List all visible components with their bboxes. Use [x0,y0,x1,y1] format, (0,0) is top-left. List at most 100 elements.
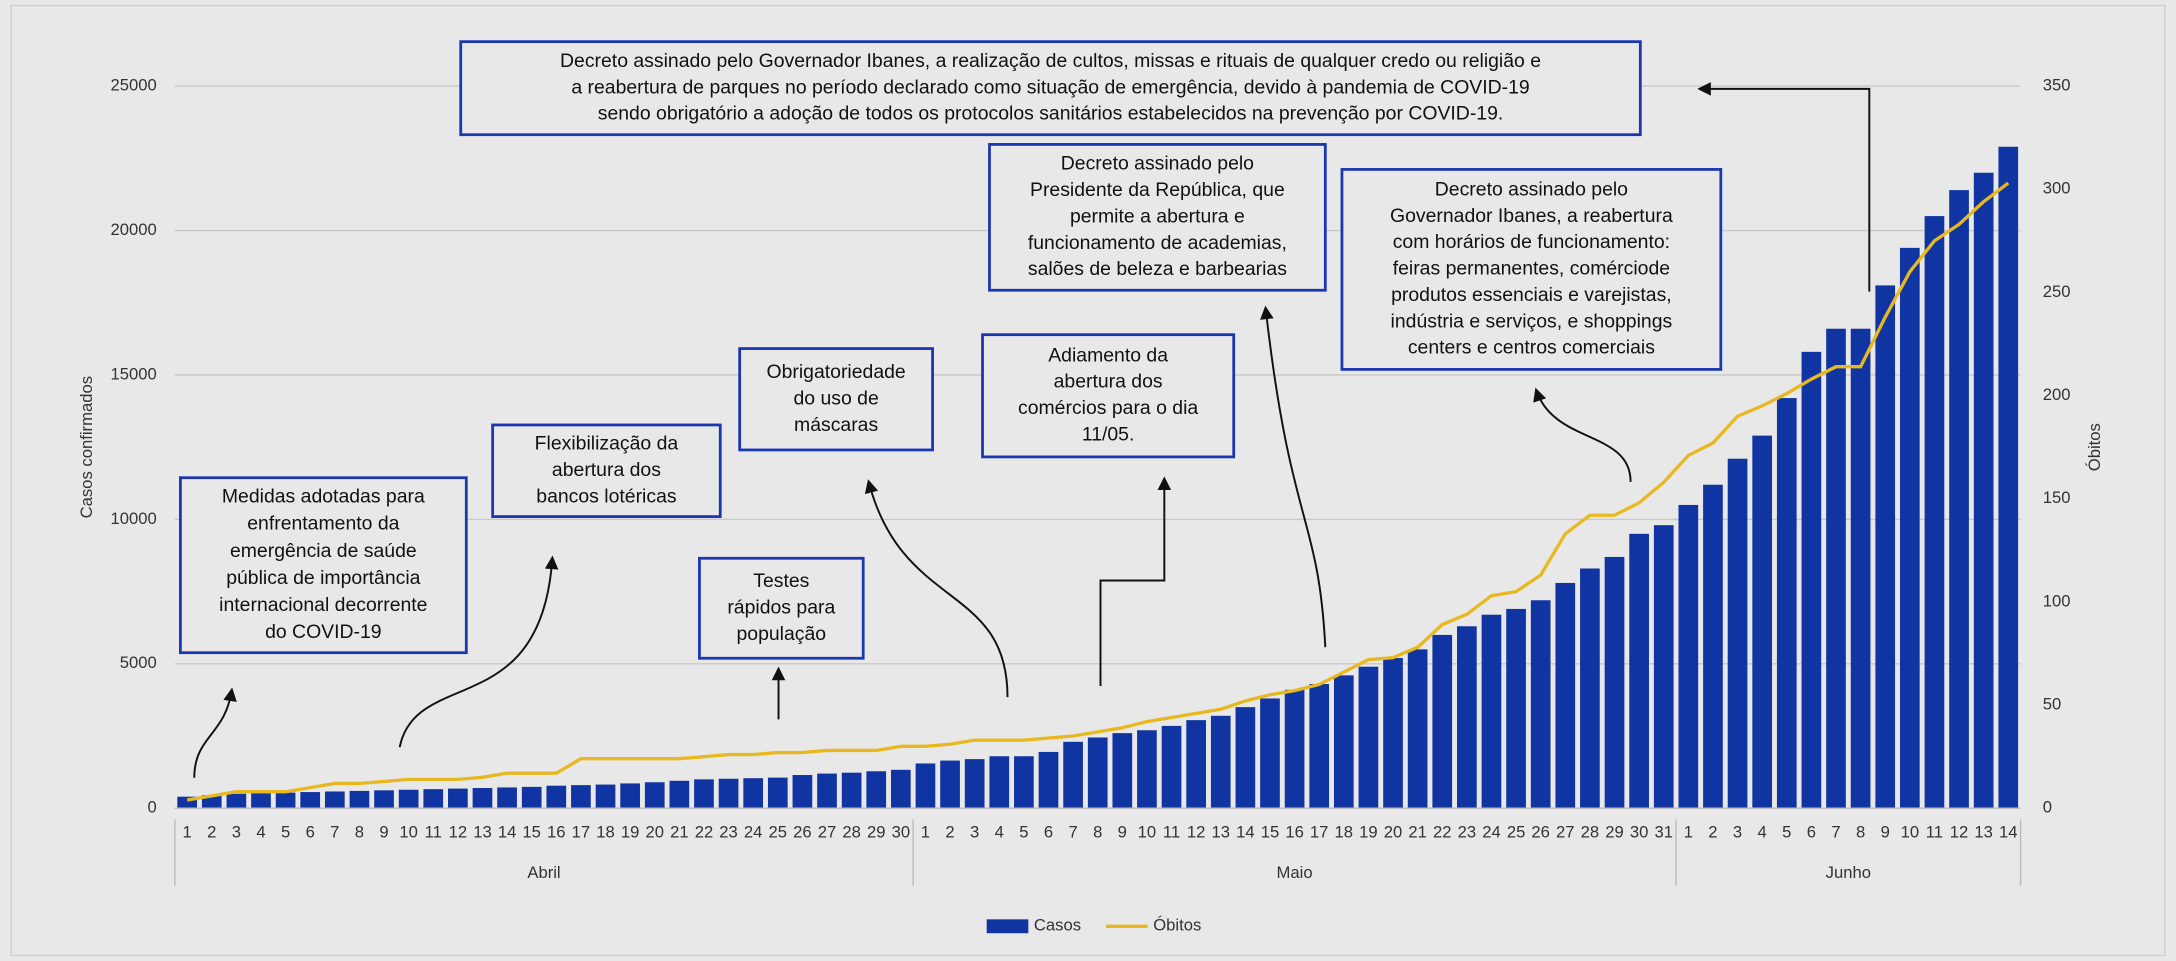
x-tick-label: 13 [1974,823,1993,842]
x-tick-label: 10 [399,823,418,842]
annotation-text: pública de importância [226,567,420,589]
x-tick-label: 29 [1605,823,1624,842]
arrow [1099,476,1172,687]
x-tick-label: 25 [1507,823,1526,842]
bar [1457,626,1477,809]
x-tick-label: 19 [1359,823,1378,842]
annotation-text: Obrigatoriedade [766,361,905,383]
bar [743,778,764,809]
line [186,181,2010,802]
bar [398,789,419,809]
x-tick-label: 24 [1482,823,1501,842]
annotation-text: funcionamento de academias, [1028,232,1287,254]
x-tick-label: 16 [547,823,566,842]
annotation-text: centers e centros comerciais [1408,337,1655,359]
x-tick-label: 7 [330,823,339,842]
y2-tick-label: 350 [2043,75,2071,94]
x-tick-label: 28 [842,823,861,842]
annotation-box [179,476,468,655]
annotation-text: Decreto assinado pelo [1435,178,1628,200]
y-tick-label: 10000 [111,509,157,528]
x-tick-label: 22 [695,823,714,842]
annotation-text: Decreto assinado pelo [1061,153,1254,175]
annotation-box [491,423,722,518]
arrow [1260,305,1327,648]
bar [1555,582,1576,809]
bar [349,790,370,809]
x-tick-label: 26 [793,823,812,842]
x-tick-label: 11 [1926,823,1943,842]
bar [1875,285,1896,809]
x-tick-label: 2 [1708,823,1717,842]
y-axis-title: Casos confirmados [77,376,96,518]
y2-tick-label: 200 [2043,385,2071,404]
bar [792,775,813,809]
annotation-text: a reabertura de parques no período decla… [571,76,1529,98]
bar [300,792,321,809]
x-tick-label: 2 [945,823,954,842]
x-tick-label: 5 [1019,823,1028,842]
x-tick-label: 5 [281,823,290,842]
bar [1703,484,1723,809]
x-tick-label: 10 [1138,823,1157,842]
x-tick-label: 6 [1807,823,1816,842]
x-tick-label: 31 [1654,823,1673,842]
arrow [193,687,237,778]
bar [201,795,222,809]
y2-tick-label: 0 [2043,798,2052,817]
x-tick-label: 1 [183,823,192,842]
x-tick-label: 10 [1901,823,1920,842]
annotation-text: sendo obrigatório a adoção de todos os p… [598,103,1504,125]
y2-tick-label: 300 [2043,179,2071,198]
x-tick-label: 25 [769,823,788,842]
x-tick-label: 1 [1684,823,1693,842]
y-tick-label: 15000 [111,364,157,383]
x-tick-label: 27 [1556,823,1575,842]
bar [1407,649,1428,809]
bar [841,772,862,809]
annotation-text: Decreto assinado pelo Governador Ibanes,… [560,50,1541,72]
bar [275,792,296,809]
bar [1678,504,1699,809]
x-tick-label: 14 [1236,823,1255,842]
x-tick-label: 12 [1187,823,1206,842]
x-tick-label: 20 [645,823,664,842]
x-tick-label: 6 [1044,823,1053,842]
bar [866,771,887,809]
bar [472,788,493,809]
bar [669,780,690,809]
bar [718,778,739,809]
y2-tick-label: 50 [2043,694,2062,713]
bar [1087,737,1108,809]
x-tick-label: 4 [1758,823,1767,842]
x-tick-label: 28 [1581,823,1600,842]
x-group-label: Maio [1277,863,1313,882]
annotation-text: Governador Ibanes, a reabertura [1390,205,1673,227]
bar [1850,328,1871,809]
bar [1137,730,1157,809]
marks [177,146,2019,809]
x-tick-label: 8 [355,823,364,842]
x-tick-label: 30 [1630,823,1649,842]
arrow [398,555,559,748]
x-tick-label: 17 [572,823,591,842]
y2-tick-label: 150 [2043,488,2071,507]
annotation-text: 11/05. [1082,423,1135,445]
annotation-box [698,556,865,660]
bar [1063,741,1083,809]
bar [1383,658,1403,809]
x-group-label: Junho [1826,863,1871,882]
annotation-text: salões de beleza e barbearias [1028,258,1287,280]
x-tick-label: 3 [970,823,979,842]
bar [226,793,247,809]
bar [1949,190,1969,809]
bar [1727,458,1748,809]
x-tick-label: 12 [1950,823,1969,842]
bar [571,785,591,809]
x-tick-label: 20 [1384,823,1403,842]
x-tick-label: 23 [719,823,738,842]
x-tick-label: 4 [256,823,265,842]
x-tick-label: 27 [818,823,837,842]
bar [251,793,271,809]
x-tick-label: 23 [1458,823,1477,842]
